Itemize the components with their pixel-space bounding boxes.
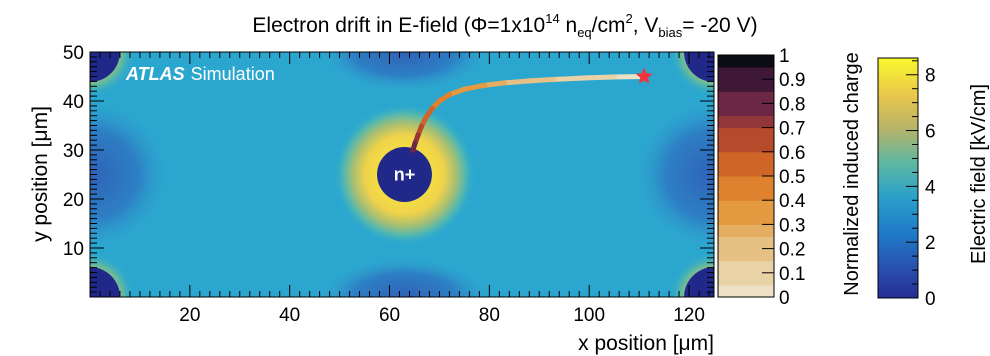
x-axis-label: x position [μm] (578, 332, 714, 355)
trajectory-segment (501, 78, 532, 86)
field-tick-label: 4 (925, 177, 936, 198)
charge-bin (718, 163, 774, 177)
y-tick-label: 20 (63, 190, 84, 211)
charge-tick-label: 0 (779, 288, 790, 309)
charge-bin (718, 55, 774, 68)
charge-bin (718, 91, 774, 104)
charge-bin (718, 103, 774, 116)
charge-tick-label: 1 (779, 46, 790, 67)
x-tick-label: 20 (179, 305, 200, 326)
x-tick-label: 120 (673, 305, 705, 326)
trajectory-segment (581, 74, 617, 81)
charge-bin (718, 284, 774, 298)
corner-implant (684, 52, 714, 82)
corner-implant (90, 52, 120, 82)
charge-bin (718, 127, 774, 141)
charge-bin (718, 67, 774, 80)
charge-tick-label: 0.7 (779, 119, 805, 140)
low-field-region (319, 52, 490, 92)
charge-tick-label: 0.4 (779, 191, 806, 212)
y-tick-label: 10 (63, 239, 84, 260)
y-tick-label: 40 (63, 92, 84, 113)
trajectory-segment (409, 140, 419, 154)
charge-bin (718, 272, 774, 286)
charge-colorbar: 0 0.1 0.2 0.3 0.4 0.5 0.6 0.7 0.8 0.9 1 (717, 46, 806, 309)
charge-bin (718, 115, 774, 129)
field-colorbar-ticks: 0 2 4 6 8 (906, 60, 936, 310)
field-colorbar (877, 57, 919, 299)
n-plus-implant (377, 147, 432, 202)
field-tick-label: 2 (925, 233, 936, 254)
corner-implant (90, 267, 120, 297)
charge-bin (718, 236, 774, 250)
charge-bin (718, 188, 774, 201)
low-field-region (90, 99, 170, 250)
charge-tick-label: 0.6 (779, 143, 805, 164)
trajectory-segment (526, 76, 557, 84)
field-tick-label: 6 (925, 122, 936, 143)
charge-bin (718, 260, 774, 274)
x-tick-label: 80 (479, 305, 500, 326)
x-tick-label: 100 (573, 305, 605, 326)
charge-colorbar-label: Normalized induced charge (841, 52, 863, 295)
trajectory-segment (551, 75, 587, 83)
trajectory-segment (481, 80, 508, 89)
charge-tick-label: 0.8 (779, 94, 805, 115)
field-tick-label: 8 (925, 66, 936, 87)
low-field-region (634, 99, 714, 250)
charge-tick-label: 0.1 (779, 264, 805, 285)
y-axis: 10 20 30 40 50 (63, 43, 714, 293)
field-colorbar-label: Electric field [kV/cm] (968, 84, 990, 264)
charge-bin (718, 79, 774, 92)
y-tick-label: 30 (63, 141, 84, 162)
charge-bin (718, 139, 774, 153)
atlas-label: ATLAS Simulation (125, 64, 275, 84)
trajectory-segment (446, 86, 468, 98)
x-tick-label: 60 (379, 305, 400, 326)
charge-bin (718, 212, 774, 225)
field-map (90, 52, 714, 297)
charge-bin (718, 176, 774, 189)
implant-label: n+ (394, 165, 416, 185)
electron-trajectory (409, 73, 647, 154)
charge-bin (718, 151, 774, 165)
y-tick-label: 50 (63, 43, 84, 64)
trajectory-segment (461, 82, 488, 93)
charge-bin (718, 224, 774, 237)
charge-tick-label: 0.3 (779, 215, 805, 236)
chart-title: Electron drift in E-field (Φ=1x1014 neq/… (252, 11, 757, 40)
charge-tick-label: 0.9 (779, 70, 805, 91)
x-axis: 20 40 60 80 100 120 (99, 52, 710, 326)
charge-tick-label: 0.5 (779, 167, 805, 188)
x-tick-label: 40 (279, 305, 300, 326)
field-tick-label: 0 (925, 289, 936, 310)
charge-bin (718, 248, 774, 262)
y-axis-label: y position [μm] (29, 106, 52, 242)
charge-bin (718, 200, 774, 213)
start-point-marker (635, 67, 653, 84)
charge-tick-label: 0.2 (779, 240, 805, 261)
low-field-region (319, 257, 490, 297)
corner-implant (684, 267, 714, 297)
